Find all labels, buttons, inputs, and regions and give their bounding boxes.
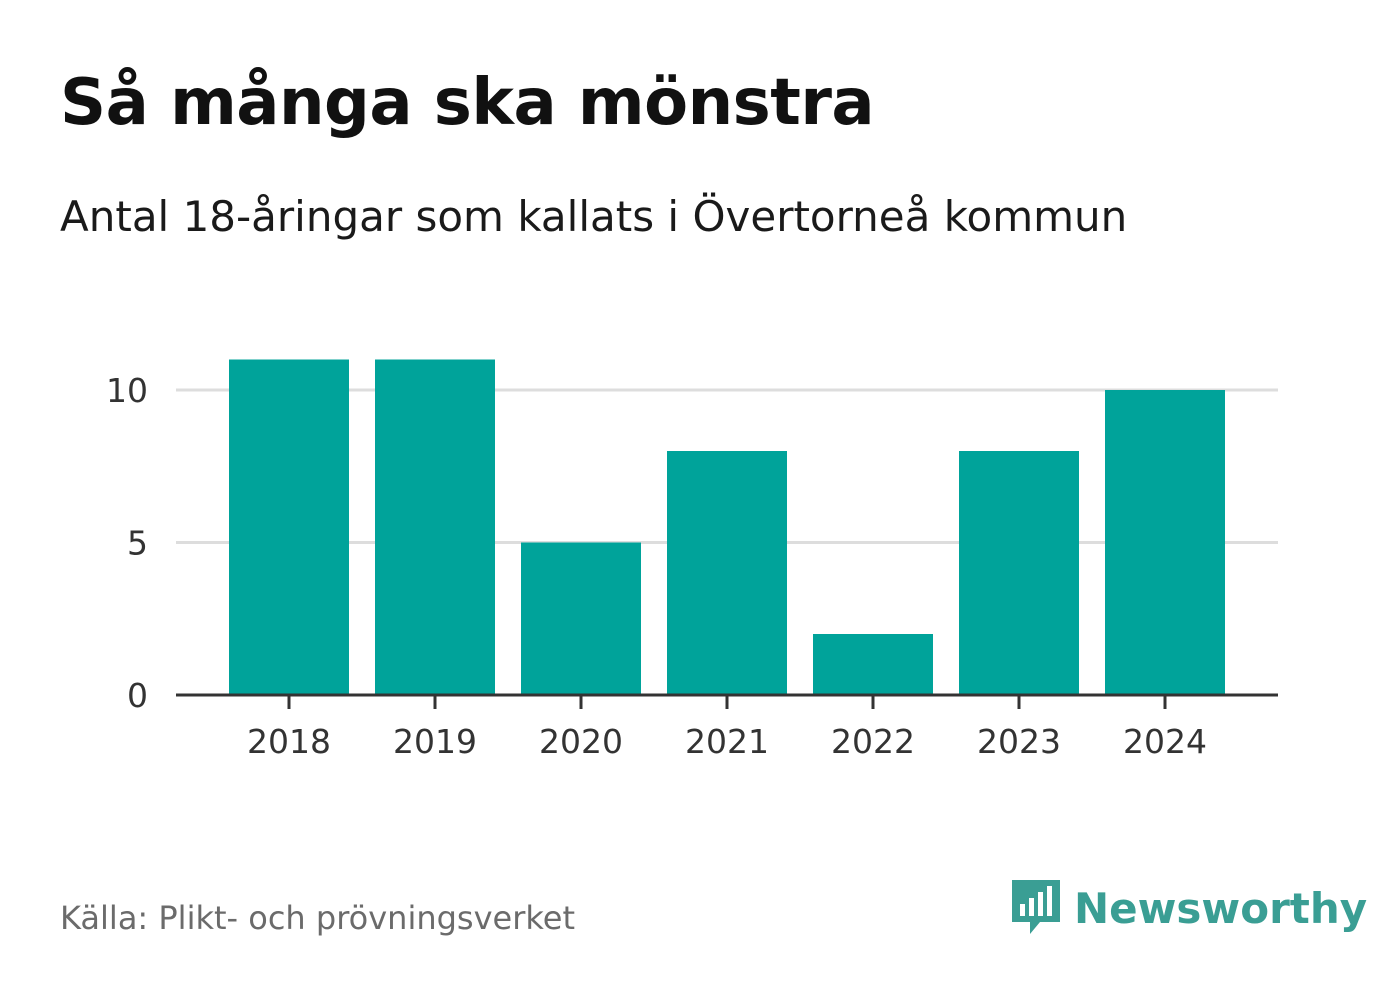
brand-name: Newsworthy: [1074, 883, 1368, 933]
y-tick-labels: 0 5 10: [106, 371, 148, 715]
bar-2023: [959, 451, 1079, 695]
bar-2021: [667, 451, 787, 695]
x-axis: [176, 693, 1278, 709]
chart-title: Så många ska mönstra: [60, 66, 875, 140]
bar-2020: [521, 542, 641, 695]
bar-2019: [375, 359, 495, 695]
x-tick-label: 2018: [247, 722, 331, 761]
source-note: Källa: Plikt- och prövningsverket: [60, 899, 575, 937]
y-tick-label: 0: [127, 676, 148, 715]
x-tick-label: 2019: [393, 722, 477, 761]
x-tick-labels: 2018 2019 2020 2021 2022 2023 2024: [247, 722, 1207, 761]
bar-2018: [229, 359, 349, 695]
x-tick-label: 2024: [1123, 722, 1207, 761]
y-tick-label: 10: [106, 371, 148, 410]
bars: [229, 359, 1225, 695]
bar-2024: [1105, 390, 1225, 695]
x-tick-label: 2020: [539, 722, 623, 761]
newsworthy-logo-icon: [1010, 876, 1062, 940]
y-tick-label: 5: [127, 524, 148, 563]
bar-2022: [813, 634, 933, 695]
x-tick-label: 2022: [831, 722, 915, 761]
brand-logo: Newsworthy: [1010, 876, 1367, 940]
x-tick-label: 2023: [977, 722, 1061, 761]
x-tick-label: 2021: [685, 722, 769, 761]
chart-subtitle: Antal 18-åringar som kallats i Övertorne…: [60, 192, 1128, 241]
